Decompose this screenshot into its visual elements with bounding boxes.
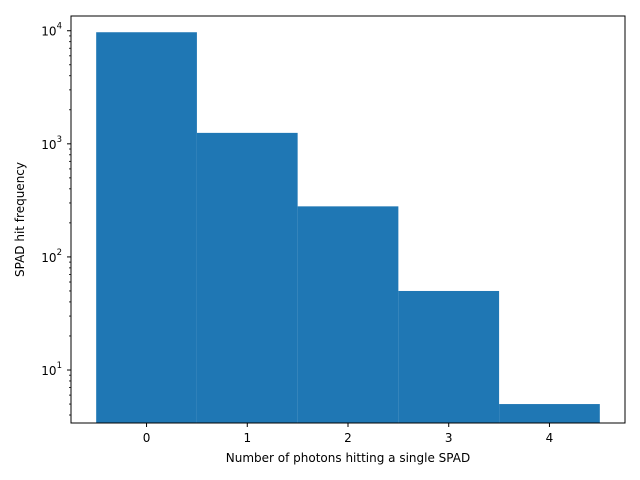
bar-0: [96, 32, 197, 423]
bar-1: [196, 132, 298, 424]
y-axis-label: SPAD hit frequency: [13, 162, 27, 277]
x-tick-label: 4: [546, 431, 554, 445]
bar-3: [398, 290, 500, 423]
x-tick-label: 2: [344, 431, 352, 445]
x-axis-label: Number of photons hitting a single SPAD: [226, 451, 470, 465]
x-tick-label: 0: [143, 431, 151, 445]
bars-group: [96, 32, 600, 424]
x-axis-ticks: 0 1 2 3 4: [143, 423, 554, 445]
bar-4: [499, 404, 600, 423]
y-tick-label: 101: [41, 361, 62, 378]
y-axis-ticks: 101 102 103 104: [41, 22, 71, 378]
y-tick-label: 102: [41, 248, 62, 265]
y-tick-label: 103: [41, 135, 62, 152]
bar-2: [297, 206, 399, 423]
plot-frame: [70, 15, 626, 424]
x-tick-label: 3: [445, 431, 453, 445]
y-tick-label: 104: [41, 22, 62, 39]
x-tick-label: 1: [243, 431, 251, 445]
